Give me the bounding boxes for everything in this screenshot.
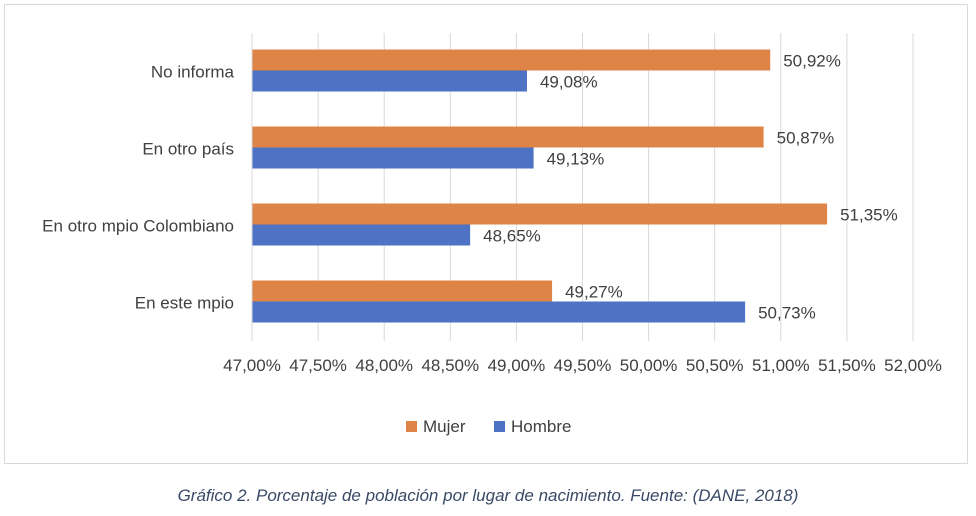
category-label: En otro mpio Colombiano (42, 217, 234, 236)
mujer-data-label: 51,35% (840, 206, 898, 225)
hombre-bar (252, 224, 471, 246)
hombre-data-label: 49,08% (540, 73, 598, 92)
x-tick-label: 49,00% (488, 356, 546, 375)
figure-caption: Gráfico 2. Porcentaje de población por l… (177, 486, 799, 505)
mujer-legend-label: Mujer (423, 417, 466, 436)
mujer-bar (252, 203, 828, 225)
category-label: En este mpio (135, 294, 234, 313)
x-tick-label: 47,50% (289, 356, 347, 375)
hombre-data-label: 48,65% (483, 227, 541, 246)
hombre-data-label: 49,13% (547, 150, 605, 169)
x-tick-label: 50,50% (686, 356, 744, 375)
x-tick-label: 51,50% (818, 356, 876, 375)
mujer-bar (252, 126, 764, 148)
hombre-bar (252, 301, 746, 323)
mujer-data-label: 49,27% (565, 283, 623, 302)
hombre-bar (252, 70, 527, 92)
x-tick-label: 51,00% (752, 356, 810, 375)
hombre-legend-swatch (494, 421, 505, 432)
mujer-data-label: 50,87% (777, 129, 835, 148)
bar-chart: 47,00% 47,50% 48,00% 48,50% 49,00% 49,50% 50,0… (42, 33, 942, 436)
x-tick-label: 48,00% (355, 356, 413, 375)
mujer-bar (252, 49, 771, 71)
chart-frame: 47,00% 47,50% 48,00% 48,50% 49,00% 49,50% 50,0… (4, 4, 968, 464)
x-tick-label: 47,00% (223, 356, 281, 375)
x-tick-label: 52,00% (884, 356, 942, 375)
mujer-legend-swatch (406, 421, 417, 432)
hombre-legend-label: Hombre (511, 417, 571, 436)
hombre-data-label: 50,73% (758, 304, 816, 323)
category-label: No informa (151, 63, 235, 82)
category-label: En otro país (142, 140, 234, 159)
x-tick-label: 48,50% (421, 356, 479, 375)
x-tick-label: 49,50% (554, 356, 612, 375)
mujer-data-label: 50,92% (783, 52, 841, 71)
x-tick-label: 50,00% (620, 356, 678, 375)
mujer-bar (252, 280, 553, 302)
hombre-bar (252, 147, 534, 169)
